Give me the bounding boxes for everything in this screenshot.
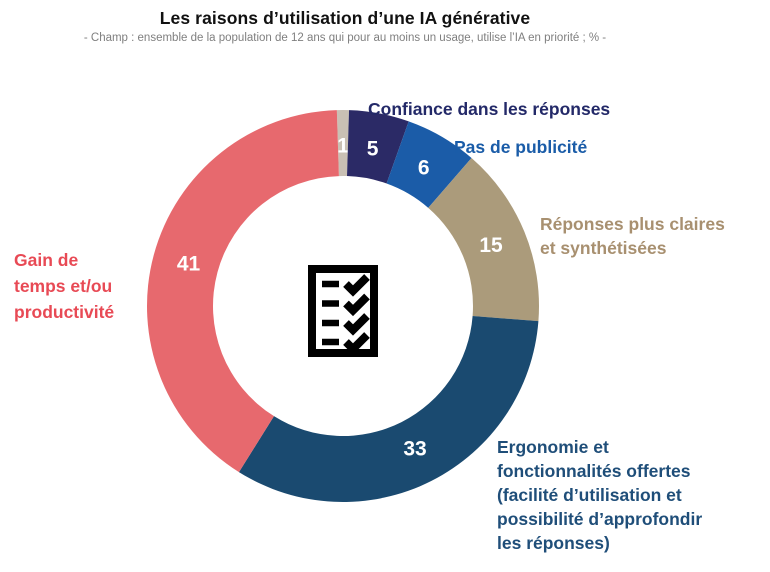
segment-label-gain-de-temps: Gain de temps et/ou productivité [14,250,115,322]
donut-value-2: 6 [418,156,430,179]
donut-segment-0 [336,110,350,177]
donut-segment-5 [146,110,339,473]
segment-label-reponses-claires: Réponses plus claires et synthétisées [540,214,725,258]
segment-label-ergonomie: Ergonomie et fonctionnalités offertes (f… [497,437,703,553]
chart-subtitle: - Champ : ensemble de la population de 1… [83,32,607,44]
donut-value-0: 1 [337,135,349,158]
donut-value-4: 33 [403,437,426,460]
donut-chart: 1 5 6 15 33 41 [146,110,539,502]
donut-segment-2 [386,121,472,208]
chart-title: Les raisons d’utilisation d’une IA génér… [159,8,531,28]
chart-header: Les raisons d’utilisation d’une IA génér… [0,8,690,44]
checklist-icon [308,265,378,357]
donut-segment-3 [428,158,539,322]
segment-label-pas-de-publicite: Pas de publicité [454,137,588,157]
donut-value-5: 41 [177,253,201,276]
donut-value-1: 5 [367,137,379,160]
donut-value-3: 15 [479,234,503,257]
donut-segment-1 [347,110,409,184]
segment-label-confiance: Confiance dans les réponses [368,99,611,119]
donut-segment-4 [238,316,539,502]
